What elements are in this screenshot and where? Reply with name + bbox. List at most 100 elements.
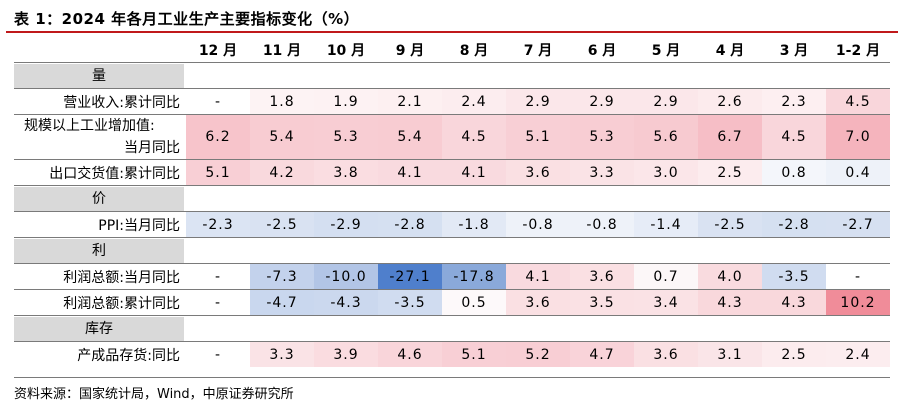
category-row: 量: [14, 62, 890, 89]
row-label-line: 产成品存货:同比: [77, 347, 180, 364]
value-cell: 4.5: [442, 114, 506, 160]
category-cell: 库存: [14, 315, 186, 342]
row-label-line: PPI:当月同比: [98, 217, 180, 234]
value-cell: -4.3: [314, 289, 378, 316]
value-cell: -: [186, 263, 250, 290]
column-header: 12 月: [198, 42, 238, 59]
category-filler: [186, 315, 890, 342]
row-label: 利润总额:累计同比: [14, 289, 186, 316]
row-label: 规模以上工业增加值: 当月同比: [14, 114, 186, 160]
column-header: 1-2 月: [835, 42, 881, 59]
value-cell: 4.5: [826, 88, 890, 115]
value-cell: -2.7: [826, 211, 890, 238]
value-cell: 5.1: [506, 114, 570, 160]
indicator-table: 12 月 11 月 10 月 9 月 8 月 7 月 6 月 5 月 4 月 3 月 1-2 月 量…: [14, 37, 890, 367]
table-title: 表 1：2024 年各月工业生产主要指标变化（%）: [14, 10, 360, 28]
category-label: 利: [14, 238, 184, 263]
value-cell: -17.8: [442, 263, 506, 290]
row-label-line: 出口交货值:累计同比: [49, 165, 180, 182]
value-cell: -2.8: [762, 211, 826, 238]
row-label-line: 利润总额:累计同比: [63, 295, 180, 312]
value-cell: 0.5: [442, 289, 506, 316]
value-cell: 3.4: [634, 289, 698, 316]
category-row: 价: [14, 185, 890, 212]
value-cell: 1.8: [250, 88, 314, 115]
value-cell: 0.8: [762, 159, 826, 186]
value-cell: 3.6: [570, 263, 634, 290]
category-cell: 量: [14, 62, 186, 89]
value-cell: 2.4: [442, 88, 506, 115]
value-cell: -1.4: [634, 211, 698, 238]
value-cell: 3.9: [314, 341, 378, 367]
value-cell: 4.2: [250, 159, 314, 186]
value-cell: 2.5: [762, 341, 826, 367]
value-cell: 3.5: [570, 289, 634, 316]
category-label: 库存: [14, 316, 184, 341]
value-cell: 2.9: [634, 88, 698, 115]
table-row: PPI:当月同比 -2.3 -2.5 -2.9 -2.8 -1.8 -0.8 -0.8 -1.4…: [14, 211, 890, 238]
header-row: 12 月 11 月 10 月 9 月 8 月 7 月 6 月 5 月 4 月 3 月 1-2 月: [14, 37, 890, 63]
category-filler: [186, 62, 890, 89]
value-cell: 2.3: [762, 88, 826, 115]
value-cell: 2.4: [826, 341, 890, 367]
value-cell: -: [186, 341, 250, 367]
row-label: 产成品存货:同比: [14, 341, 186, 367]
category-filler: [186, 237, 890, 264]
value-cell: 3.6: [634, 341, 698, 367]
source-note: 资料来源：国家统计局，Wind，中原证券研究所: [14, 387, 294, 402]
value-cell: 4.0: [698, 263, 762, 290]
value-cell: 3.6: [506, 159, 570, 186]
value-cell: 3.1: [698, 341, 762, 367]
value-cell: 4.5: [762, 114, 826, 160]
row-label-line: 利润总额:当月同比: [63, 269, 180, 286]
value-cell: 5.1: [442, 341, 506, 367]
value-cell: 5.2: [506, 341, 570, 367]
value-cell: 3.6: [506, 289, 570, 316]
value-cell: 4.1: [442, 159, 506, 186]
table-row: 规模以上工业增加值: 当月同比 6.2 5.4 5.3 5.4 4.5 5.1 5.3 5.6 6.…: [14, 114, 890, 160]
value-cell: 2.6: [698, 88, 762, 115]
value-cell: 2.9: [570, 88, 634, 115]
value-cell: -7.3: [250, 263, 314, 290]
column-header: 9 月: [395, 42, 425, 59]
table-bottom-rule: [14, 377, 890, 378]
value-cell: 5.1: [186, 159, 250, 186]
value-cell: 4.3: [698, 289, 762, 316]
column-header: 3 月: [779, 42, 809, 59]
value-cell: 3.0: [634, 159, 698, 186]
category-label: 量: [14, 63, 184, 88]
column-header: 5 月: [651, 42, 681, 59]
column-header: 7 月: [523, 42, 553, 59]
value-cell: -0.8: [506, 211, 570, 238]
value-cell: -4.7: [250, 289, 314, 316]
value-cell: -1.8: [442, 211, 506, 238]
value-cell: 4.3: [762, 289, 826, 316]
value-cell: 5.3: [570, 114, 634, 160]
value-cell: -3.5: [762, 263, 826, 290]
value-cell: 1.9: [314, 88, 378, 115]
column-header: 6 月: [587, 42, 617, 59]
value-cell: -3.5: [378, 289, 442, 316]
row-label: 出口交货值:累计同比: [14, 159, 186, 186]
value-cell: -27.1: [378, 263, 442, 290]
row-label-line: 当月同比: [124, 140, 180, 156]
value-cell: -2.9: [314, 211, 378, 238]
table-row: 出口交货值:累计同比 5.1 4.2 3.8 4.1 4.1 3.6 3.3 3.0 2.5 0.8…: [14, 159, 890, 186]
value-cell: 2.9: [506, 88, 570, 115]
value-cell: -2.5: [250, 211, 314, 238]
table-row: 利润总额:当月同比 - -7.3 -10.0 -27.1 -17.8 4.1 3.6 0.7 4.…: [14, 263, 890, 290]
value-cell: -: [826, 263, 890, 290]
category-cell: 利: [14, 237, 186, 264]
value-cell: 6.7: [698, 114, 762, 160]
row-label: 利润总额:当月同比: [14, 263, 186, 290]
category-row: 利: [14, 237, 890, 264]
column-header: 4 月: [715, 42, 745, 59]
value-cell: -2.5: [698, 211, 762, 238]
value-cell: -: [186, 88, 250, 115]
value-cell: 4.7: [570, 341, 634, 367]
row-label: PPI:当月同比: [14, 211, 186, 238]
value-cell: 0.4: [826, 159, 890, 186]
table-row: 产成品存货:同比 -3.3 3.9 4.6 5.1 5.2 4.7 3.6 3.1 2.5 2.4: [14, 341, 890, 367]
value-cell: 5.4: [250, 114, 314, 160]
